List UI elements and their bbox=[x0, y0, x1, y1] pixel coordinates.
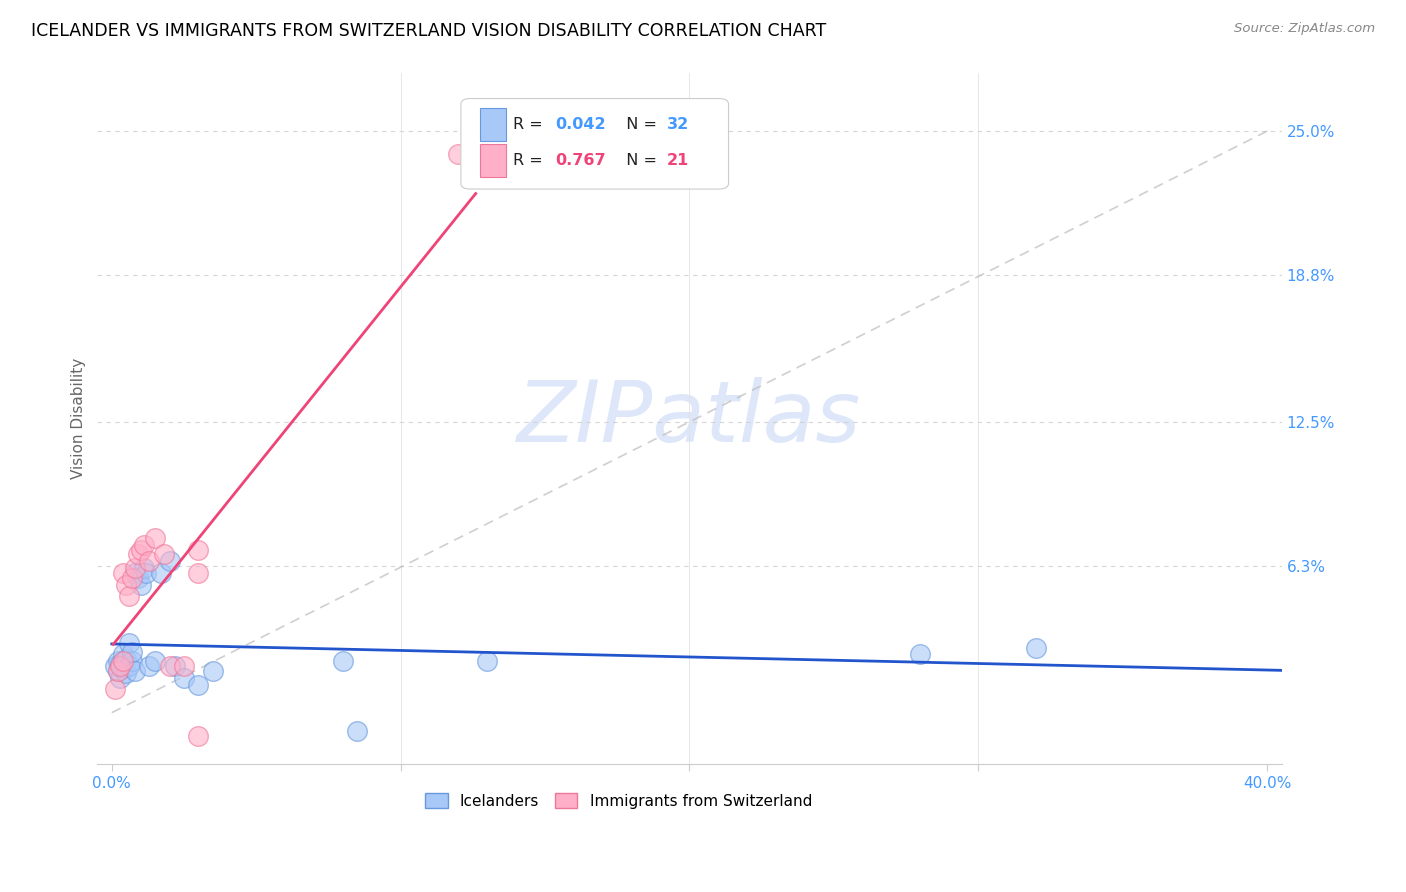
Y-axis label: Vision Disability: Vision Disability bbox=[72, 358, 86, 479]
Text: R =: R = bbox=[513, 153, 548, 169]
Point bbox=[118, 590, 141, 604]
Point bbox=[187, 678, 209, 692]
Point bbox=[107, 664, 129, 678]
Point bbox=[187, 542, 209, 557]
Point bbox=[124, 664, 146, 678]
Point bbox=[159, 659, 181, 673]
Point bbox=[110, 657, 132, 671]
Point bbox=[121, 645, 143, 659]
Text: 0.767: 0.767 bbox=[555, 153, 606, 169]
Point bbox=[110, 659, 132, 673]
Point bbox=[1025, 640, 1047, 655]
Point bbox=[143, 531, 166, 545]
Point bbox=[124, 561, 146, 575]
Point bbox=[107, 664, 129, 678]
Point bbox=[910, 648, 932, 662]
FancyBboxPatch shape bbox=[479, 145, 506, 178]
Point bbox=[149, 566, 172, 580]
Point bbox=[152, 548, 174, 562]
Text: 21: 21 bbox=[666, 153, 689, 169]
Point bbox=[173, 671, 195, 685]
Point bbox=[129, 542, 152, 557]
Text: ICELANDER VS IMMIGRANTS FROM SWITZERLAND VISION DISABILITY CORRELATION CHART: ICELANDER VS IMMIGRANTS FROM SWITZERLAND… bbox=[31, 22, 827, 40]
Point bbox=[127, 548, 149, 562]
Text: N =: N = bbox=[616, 117, 662, 132]
Point bbox=[118, 636, 141, 650]
Point bbox=[115, 578, 138, 592]
Point bbox=[201, 664, 224, 678]
Point bbox=[110, 671, 132, 685]
Point bbox=[477, 655, 499, 669]
Point bbox=[332, 655, 354, 669]
Point bbox=[346, 724, 368, 739]
Point bbox=[187, 566, 209, 580]
Point bbox=[112, 655, 135, 669]
Legend: Icelanders, Immigrants from Switzerland: Icelanders, Immigrants from Switzerland bbox=[419, 787, 818, 815]
Point bbox=[143, 655, 166, 669]
Point bbox=[138, 554, 160, 568]
Point bbox=[159, 554, 181, 568]
Text: N =: N = bbox=[616, 153, 662, 169]
Point bbox=[132, 538, 155, 552]
Point bbox=[447, 147, 470, 161]
Point bbox=[187, 729, 209, 743]
Point bbox=[118, 659, 141, 673]
Text: R =: R = bbox=[513, 117, 548, 132]
Point bbox=[112, 566, 135, 580]
Point bbox=[121, 571, 143, 585]
Point bbox=[104, 682, 127, 697]
Point bbox=[112, 661, 135, 675]
Point bbox=[173, 659, 195, 673]
Point bbox=[165, 659, 187, 673]
Point bbox=[107, 655, 129, 669]
Point bbox=[112, 648, 135, 662]
Text: ZIPatlas: ZIPatlas bbox=[517, 377, 862, 460]
Text: 32: 32 bbox=[666, 117, 689, 132]
Text: Source: ZipAtlas.com: Source: ZipAtlas.com bbox=[1234, 22, 1375, 36]
Point bbox=[121, 655, 143, 669]
Point bbox=[135, 566, 157, 580]
Point bbox=[115, 666, 138, 681]
Text: 0.042: 0.042 bbox=[555, 117, 606, 132]
Point bbox=[132, 561, 155, 575]
Point bbox=[127, 571, 149, 585]
FancyBboxPatch shape bbox=[461, 98, 728, 189]
FancyBboxPatch shape bbox=[479, 108, 506, 141]
Point bbox=[124, 566, 146, 580]
Point bbox=[138, 659, 160, 673]
Point bbox=[104, 659, 127, 673]
Point bbox=[115, 652, 138, 666]
Point bbox=[129, 578, 152, 592]
